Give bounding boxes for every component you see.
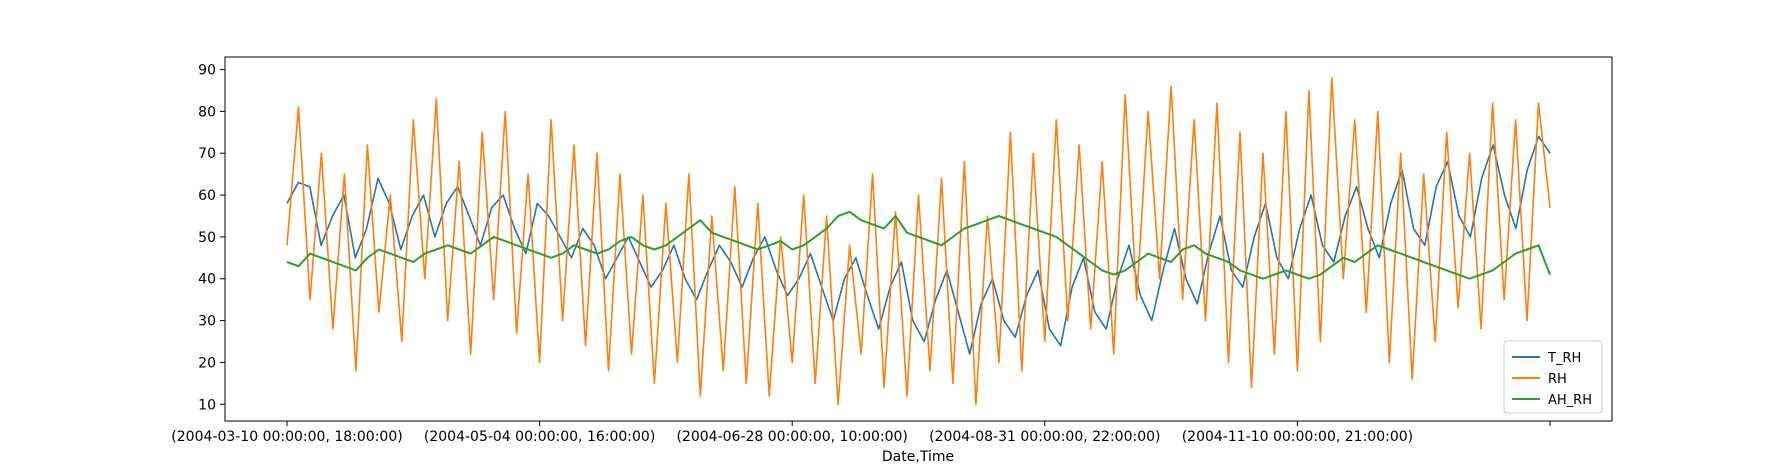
x-tick-label: (2004-03-10 00:00:00, 18:00:00) — [171, 429, 402, 445]
x-axis-label: Date,Time — [882, 449, 954, 465]
y-tick-label: 90 — [198, 63, 216, 79]
legend-label: T_RH — [1547, 351, 1581, 366]
y-tick-label: 40 — [198, 272, 216, 288]
x-tick-label: (2004-05-04 00:00:00, 16:00:00) — [424, 429, 655, 445]
y-tick-label: 60 — [198, 188, 216, 204]
x-axis: (2004-03-10 00:00:00, 18:00:00) (2004-05-… — [171, 421, 1551, 445]
series-line-t-rh — [286, 135, 1551, 355]
x-tick-label: (2004-11-10 00:00:00, 21:00:00) — [1182, 429, 1413, 445]
plot-frame — [224, 56, 1613, 422]
x-tick-label: (2004-08-31 00:00:00, 22:00:00) — [929, 429, 1160, 445]
y-tick-label: 20 — [198, 355, 216, 371]
y-tick-label: 50 — [198, 230, 216, 246]
series-layer — [286, 77, 1551, 406]
y-tick-label: 80 — [198, 104, 216, 120]
series-line-rh — [286, 77, 1551, 406]
legend: T_RH RH AH_RH — [1503, 340, 1603, 414]
y-tick-label: 70 — [198, 146, 216, 162]
legend-label: AH_RH — [1548, 393, 1592, 408]
x-tick-label: (2004-06-28 00:00:00, 10:00:00) — [677, 429, 908, 445]
y-tick-label: 10 — [198, 397, 216, 413]
series-line-ah-rh — [286, 210, 1551, 280]
legend-label: RH — [1548, 372, 1567, 387]
legend-box — [1503, 340, 1603, 414]
y-axis: 10 20 30 40 50 60 70 80 90 — [198, 63, 225, 413]
y-tick-label: 30 — [198, 314, 216, 330]
